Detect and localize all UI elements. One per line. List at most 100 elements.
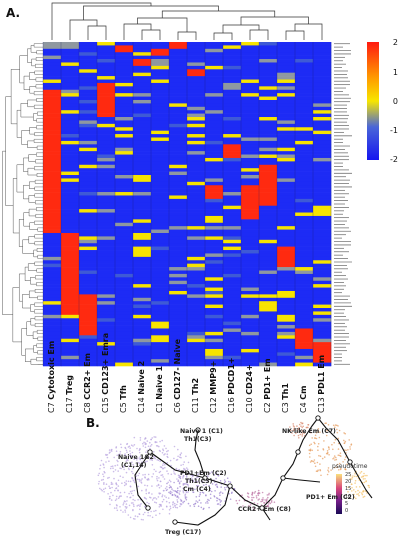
heatmap-cell [187,226,206,230]
heatmap-cell [295,290,314,295]
heatmap-cell [259,205,278,210]
cell-point [188,487,190,490]
heatmap-cell [205,59,224,63]
heatmap-cell [97,205,116,210]
heatmap-cell [187,362,206,367]
cell-point [124,511,127,513]
heatmap-cell [313,161,332,166]
heatmap-cell [43,171,62,176]
heatmap-cell [79,290,98,295]
heatmap-cell [205,287,224,292]
heatmap-cell [259,328,278,333]
heatmap-cell [223,192,242,196]
heatmap-cell [223,212,242,217]
heatmap-cell [115,62,134,67]
heatmap-cell [241,311,260,316]
cell-point [128,464,130,467]
row-dendrogram-branch [37,295,43,300]
heatmap-cell [295,209,314,213]
heatmap-cell [97,328,116,333]
heatmap-cell [277,65,296,70]
heatmap-cell [205,290,224,295]
heatmap-cell [187,45,206,50]
cell-point [339,468,342,471]
heatmap-cell [151,86,170,91]
heatmap-cell [277,127,296,131]
row-dendrogram-branch [36,268,43,273]
heatmap-cell [295,308,314,312]
heatmap-cell [277,250,296,254]
heatmap-cell [43,236,62,241]
heatmap-cell [295,175,314,179]
heatmap-cell [133,86,152,91]
cell-point [168,501,171,504]
cell-point [176,506,179,509]
heatmap-cell [205,321,224,326]
heatmap-cell [169,301,188,305]
heatmap-cell [97,253,116,258]
cell-point [364,474,366,477]
heatmap-cell [43,127,62,131]
heatmap-cell [97,52,116,56]
heatmap-cell [259,331,278,336]
heatmap-cell [313,192,332,196]
cell-point [99,487,101,490]
cell-point [203,484,205,487]
cell-point [138,472,141,475]
cell-point [205,502,207,504]
heatmap-cell [259,287,278,292]
cell-point [131,490,133,492]
heatmap-cell [313,181,332,186]
heatmap-cell [241,308,260,312]
heatmap-cell [61,171,80,176]
cell-point [97,483,100,485]
heatmap-cell [259,335,278,340]
cell-point [155,441,158,444]
cell-point [114,489,116,492]
heatmap-cell [151,325,170,329]
heatmap-cell [241,325,260,329]
cell-point [214,490,216,492]
cell-point [155,502,158,504]
cell-point [144,443,147,446]
cell-point [161,500,164,503]
cell-point [144,497,146,500]
row-dendrogram-branch [23,185,30,200]
heatmap-cell [205,311,224,316]
heatmap-cell [295,362,314,367]
cell-point [179,476,182,478]
cell-point [158,477,160,479]
heatmap-cell [187,202,206,206]
heatmap-cell [115,171,134,176]
heatmap-cell [169,219,188,224]
cell-point [106,456,109,459]
cell-point [149,458,151,461]
cell-point [205,494,207,497]
heatmap-cell [295,219,314,224]
cell-point [99,468,101,470]
heatmap-cell [205,113,224,118]
heatmap-cell [187,355,206,360]
cell-point [257,494,260,497]
cell-point [161,439,163,442]
cell-point [100,459,103,462]
cell-point [230,492,233,495]
heatmap-cell [259,325,278,329]
cell-point [173,502,176,505]
heatmap-cell [277,243,296,247]
heatmap-cell [79,161,98,166]
heatmap-cell [151,270,170,275]
heatmap-cell [79,103,98,108]
heatmap-cell [277,113,296,118]
heatmap-cell [169,318,188,322]
heatmap-cell [97,72,116,77]
cell-point [193,505,196,508]
heatmap-cell [313,147,332,152]
heatmap-cell [97,362,116,367]
heatmap-cell [205,127,224,131]
heatmap-cell [313,137,332,142]
cell-point [144,437,147,439]
cell-point [295,432,297,434]
cell-point [103,491,105,493]
cell-point [122,465,125,467]
